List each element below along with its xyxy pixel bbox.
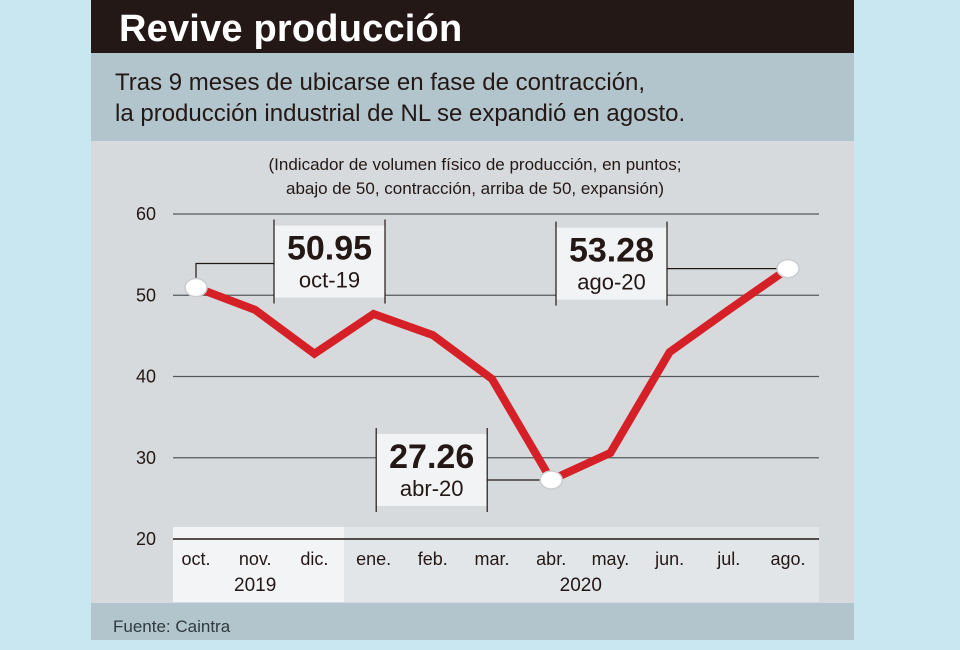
y-tick-label: 50 [136,285,156,305]
callout-value: 50.95 [287,230,372,268]
y-tick-label: 20 [136,529,156,549]
footer: Fuente: Caintra [91,603,854,640]
line-chart: (Indicador de volumen físico de producci… [136,155,819,602]
x-tick-label: nov. [239,549,272,569]
y-tick-label: 30 [136,448,156,468]
highlight-point [184,277,208,298]
callout-leader [195,262,274,288]
highlight-point [776,258,800,279]
callout-value: 27.26 [389,438,474,476]
callout-date: abr-20 [400,476,464,501]
infographic-card: Revive producción Tras 9 meses de ubicar… [91,0,854,640]
y-tick-label: 40 [136,367,156,387]
source-label: Fuente: Caintra [113,617,231,636]
x-tick-label: abr. [536,549,566,569]
x-tick-label: jul. [716,549,740,569]
callout-date: ago-20 [577,270,646,295]
x-tick-label: ene. [356,549,391,569]
x-tick-label: jun. [654,549,684,569]
subtitle-line-2: la producción industrial de NL se expand… [115,100,686,127]
x-tick-label: mar. [474,549,509,569]
series-line [194,265,791,486]
y-tick-label: 60 [136,204,156,224]
subtitle: Tras 9 meses de ubicarse en fase de cont… [91,53,854,141]
callout-date: oct-19 [299,268,360,293]
highlight-point [539,470,563,490]
title-bar: Revive producción [91,0,854,53]
year-label: 2020 [560,575,602,596]
callout-box [376,434,488,507]
page-title: Revive producción [119,8,463,50]
subtitle-line-1: Tras 9 meses de ubicarse en fase de cont… [115,69,646,96]
callout-box [556,227,667,300]
chart-note-line-1: (Indicador de volumen físico de producci… [269,155,682,174]
x-tick-label: feb. [418,549,448,569]
callout-value: 53.28 [569,232,654,270]
callout-box [274,225,385,298]
year-label: 2019 [234,575,276,596]
x-tick-label: dic. [300,549,328,569]
chart-note-line-2: abajo de 50, contracción, arriba de 50, … [286,179,664,198]
x-tick-label: may. [592,549,630,569]
x-tick-label: oct. [181,549,210,569]
chart-area: (Indicador de volumen físico de producci… [91,141,854,603]
x-tick-label: ago. [770,549,805,569]
